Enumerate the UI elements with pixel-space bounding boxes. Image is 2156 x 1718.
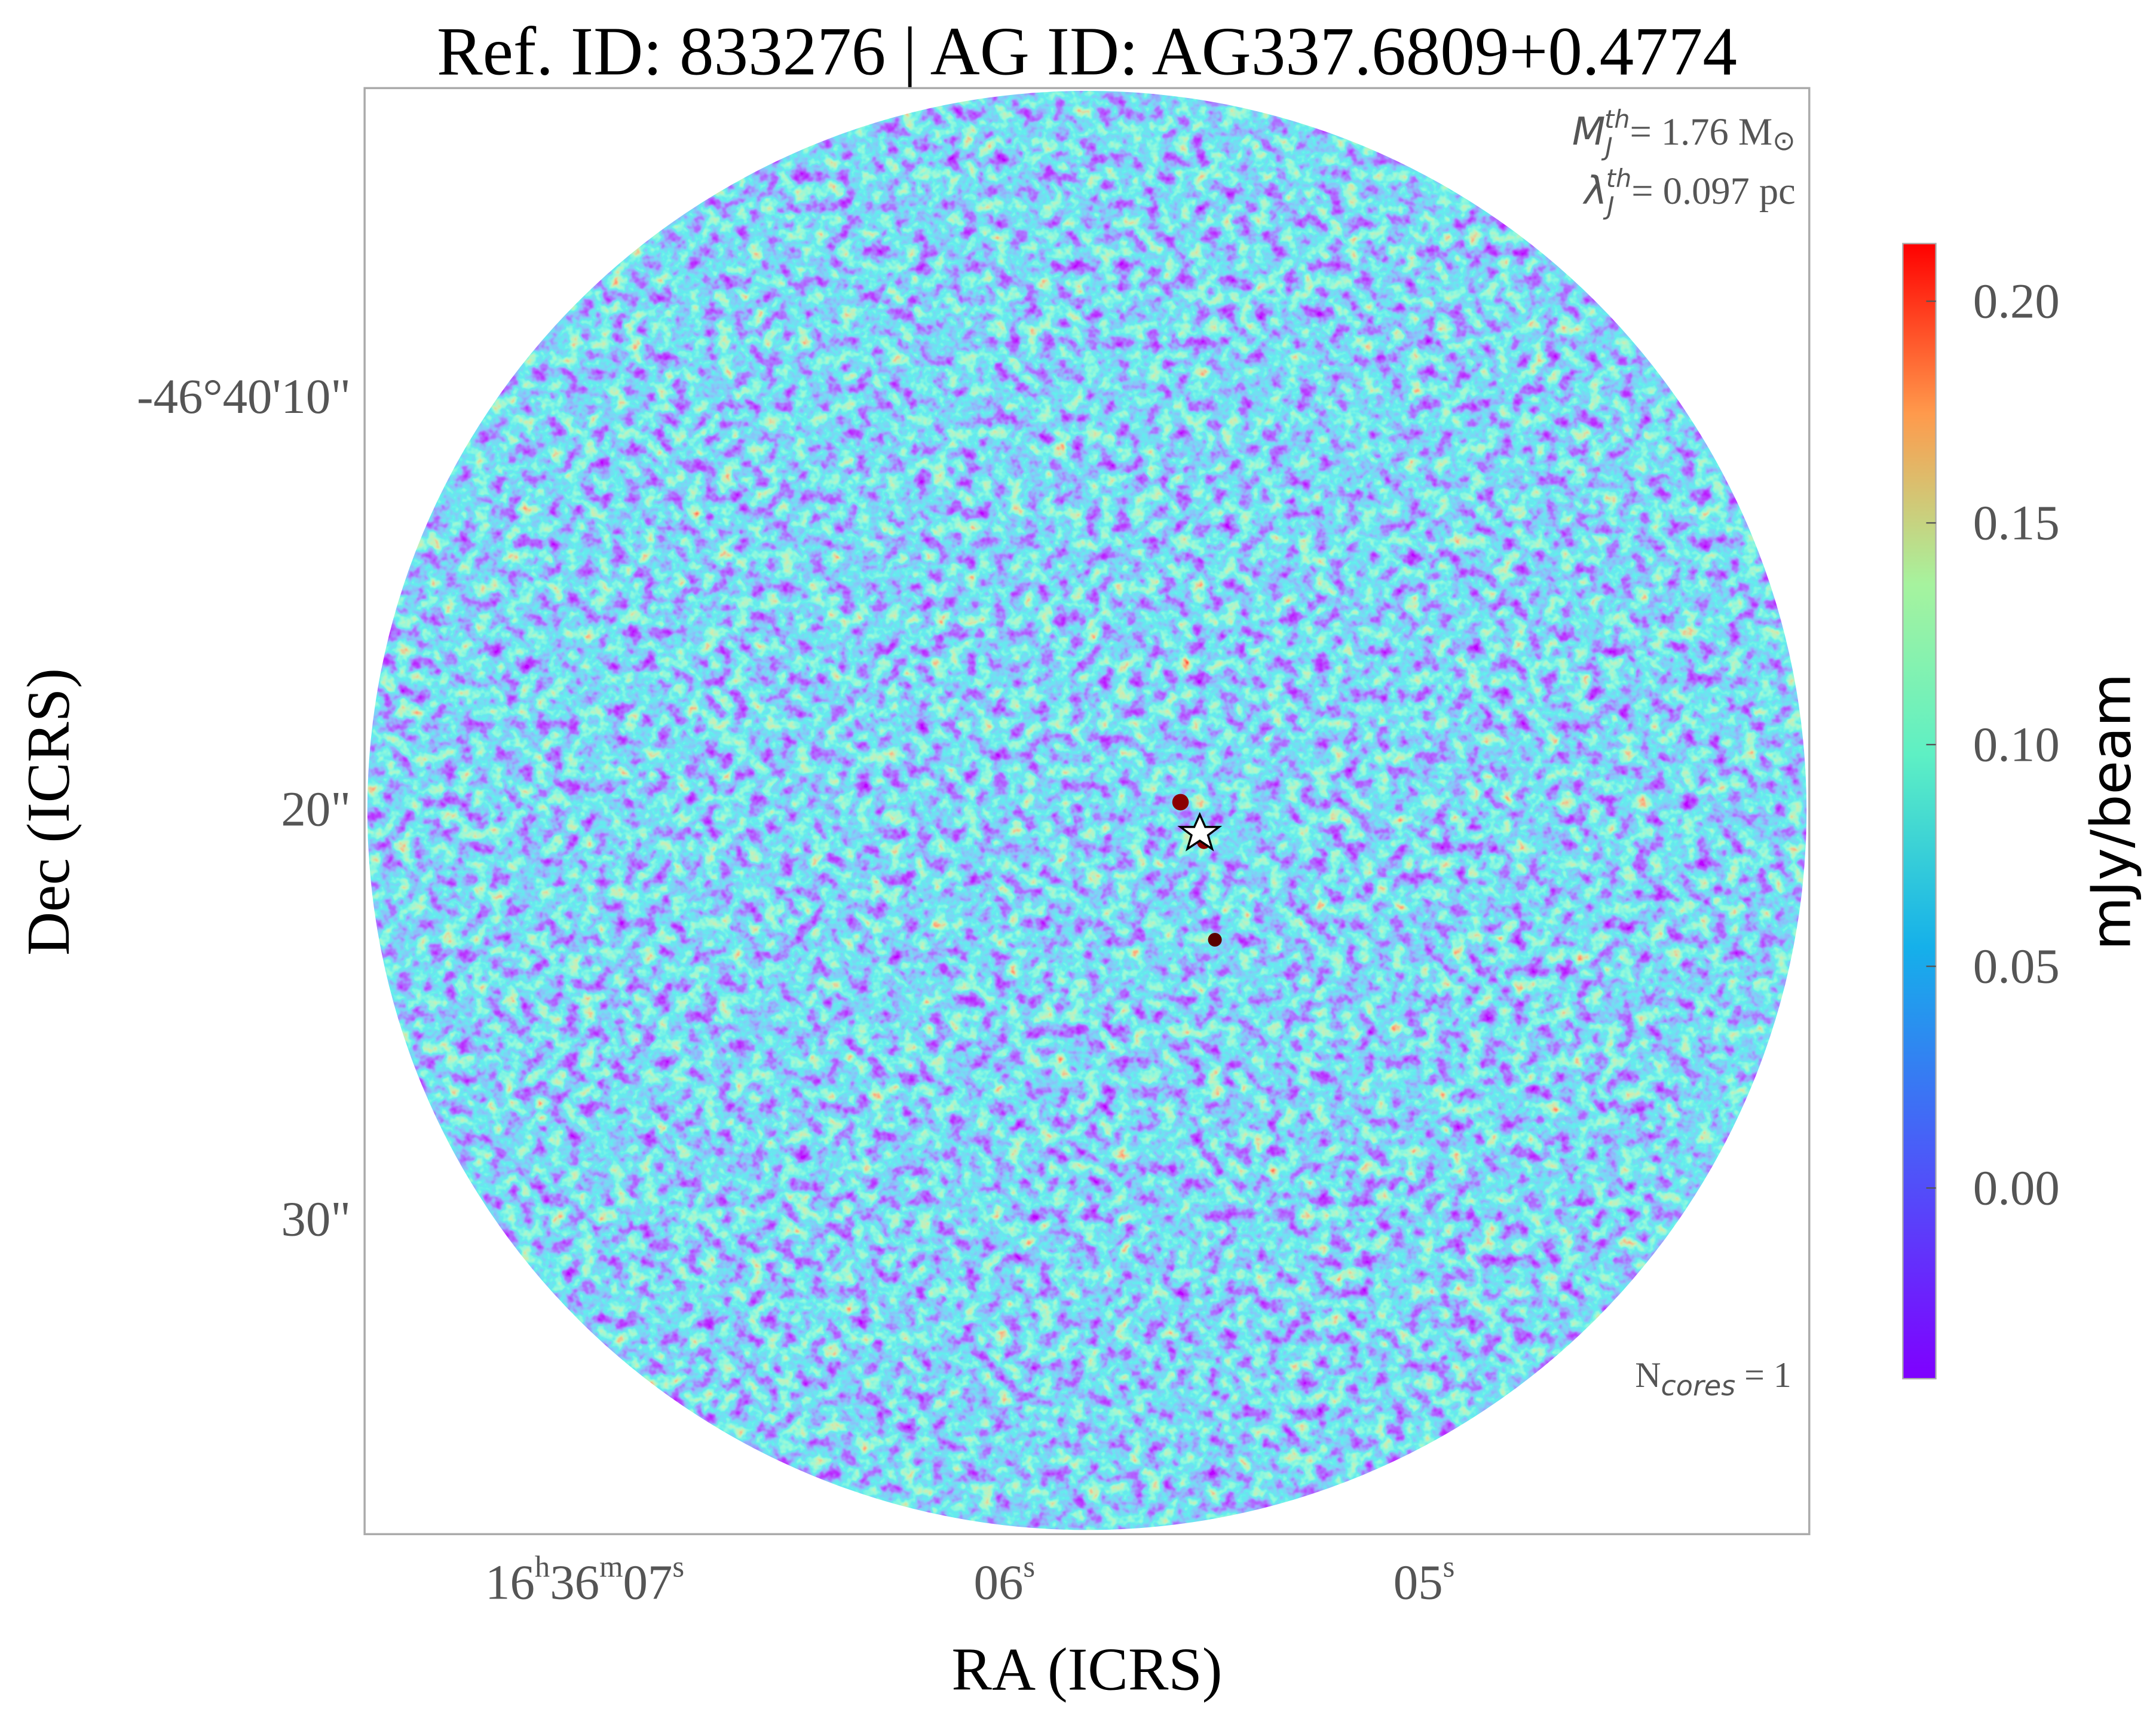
tick-unit: h — [535, 1550, 550, 1584]
y-axis-label: Dec (ICRS) — [15, 668, 82, 956]
tick-unit: s — [672, 1550, 684, 1584]
colorbar-tick-label: 0.20 — [1973, 274, 2060, 329]
tick-value: 36 — [550, 1555, 599, 1610]
tick-value: 07 — [623, 1555, 672, 1610]
tick-unit: s — [1443, 1550, 1455, 1584]
x-tick-label: 16h36m07s — [485, 1550, 684, 1610]
jeans-length: λJth= 0.097 pc — [1582, 164, 1796, 221]
x-axis-label: RA (ICRS) — [951, 1636, 1222, 1703]
axes-ticks: 16h36m07s 06s 05s-46°40'10"20"30"0.000.050… — [137, 274, 2060, 1610]
x-tick-label: 06s — [974, 1550, 1036, 1610]
colorbar-tick-label: 0.15 — [1973, 495, 2060, 550]
core-count: Ncores = 1 — [1635, 1355, 1791, 1402]
tick-value: 06 — [974, 1555, 1024, 1610]
x-tick-label: 05s — [1394, 1550, 1455, 1610]
y-tick-label: 30" — [281, 1192, 351, 1247]
colorbar-label: mJy/beam — [2079, 673, 2143, 951]
tick-value: 16 — [485, 1555, 535, 1610]
colorbar-tick-label: 0.00 — [1973, 1160, 2060, 1215]
colorbar — [1902, 243, 1937, 1380]
chart-title: Ref. ID: 833276 | AG ID: AG337.6809+0.47… — [437, 13, 1737, 89]
tick-unit: s — [1023, 1550, 1035, 1584]
tick-value: 05 — [1394, 1555, 1443, 1610]
intensity-map — [367, 91, 1807, 1530]
colorbar-tick-label: 0.10 — [1973, 717, 2060, 772]
y-tick-label: -46°40'10" — [137, 369, 351, 424]
colorbar-tick-label: 0.05 — [1973, 939, 2060, 994]
core-marker — [1172, 794, 1223, 947]
jeans-mass: MJth= 1.76 M⊙ — [1572, 105, 1796, 161]
tick-unit: m — [599, 1550, 623, 1584]
y-tick-label: 20" — [281, 782, 351, 837]
